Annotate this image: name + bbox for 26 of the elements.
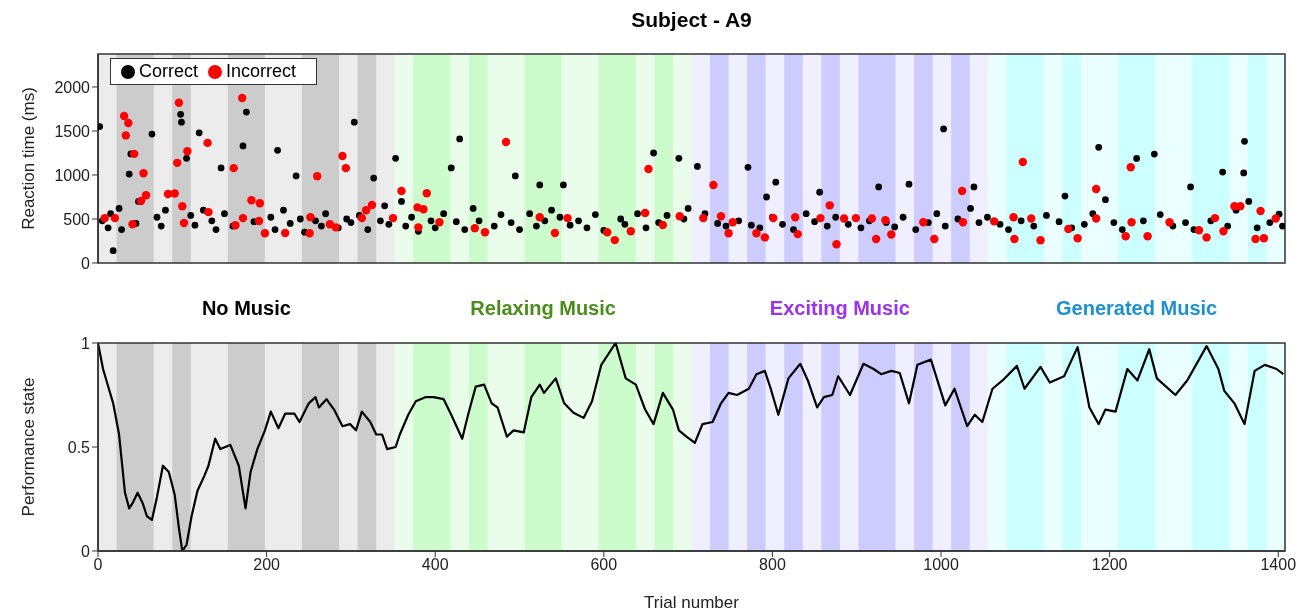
band-label: No Music [201, 297, 291, 319]
band-label: Relaxing Music [470, 297, 616, 319]
y-tick-label: 0.5 [67, 438, 91, 456]
x-tick-label: 1000 [923, 556, 959, 574]
x-tick-label: 600 [590, 556, 618, 574]
x-tick-label: 400 [421, 556, 449, 574]
y-axis-title: Performance state [19, 377, 39, 517]
y-tick-label: 1500 [54, 122, 91, 140]
x-tick-label: 1400 [1260, 556, 1297, 574]
y-tick-label: 500 [63, 210, 91, 228]
x-axis-title: Trial number [644, 593, 740, 612]
x-tick-label: 1200 [1091, 556, 1128, 574]
y-tick-label: 0 [81, 254, 91, 272]
x-tick-label: 800 [759, 556, 786, 574]
band-label: Generated Music [1056, 297, 1218, 319]
y-tick-label: 0 [81, 542, 91, 560]
chart-title: Subject - A9 [630, 8, 753, 32]
y-axis-title: Reaction time (ms) [19, 87, 39, 230]
legend-label: Correct [139, 61, 199, 81]
y-tick-label: 2000 [54, 78, 91, 96]
x-tick-label: 200 [253, 556, 281, 574]
legend-label: Incorrect [226, 61, 297, 81]
band-label: Exciting Music [769, 297, 910, 319]
y-tick-label: 1 [81, 334, 91, 352]
x-tick-label: 0 [93, 556, 103, 574]
y-tick-label: 1000 [54, 166, 91, 184]
